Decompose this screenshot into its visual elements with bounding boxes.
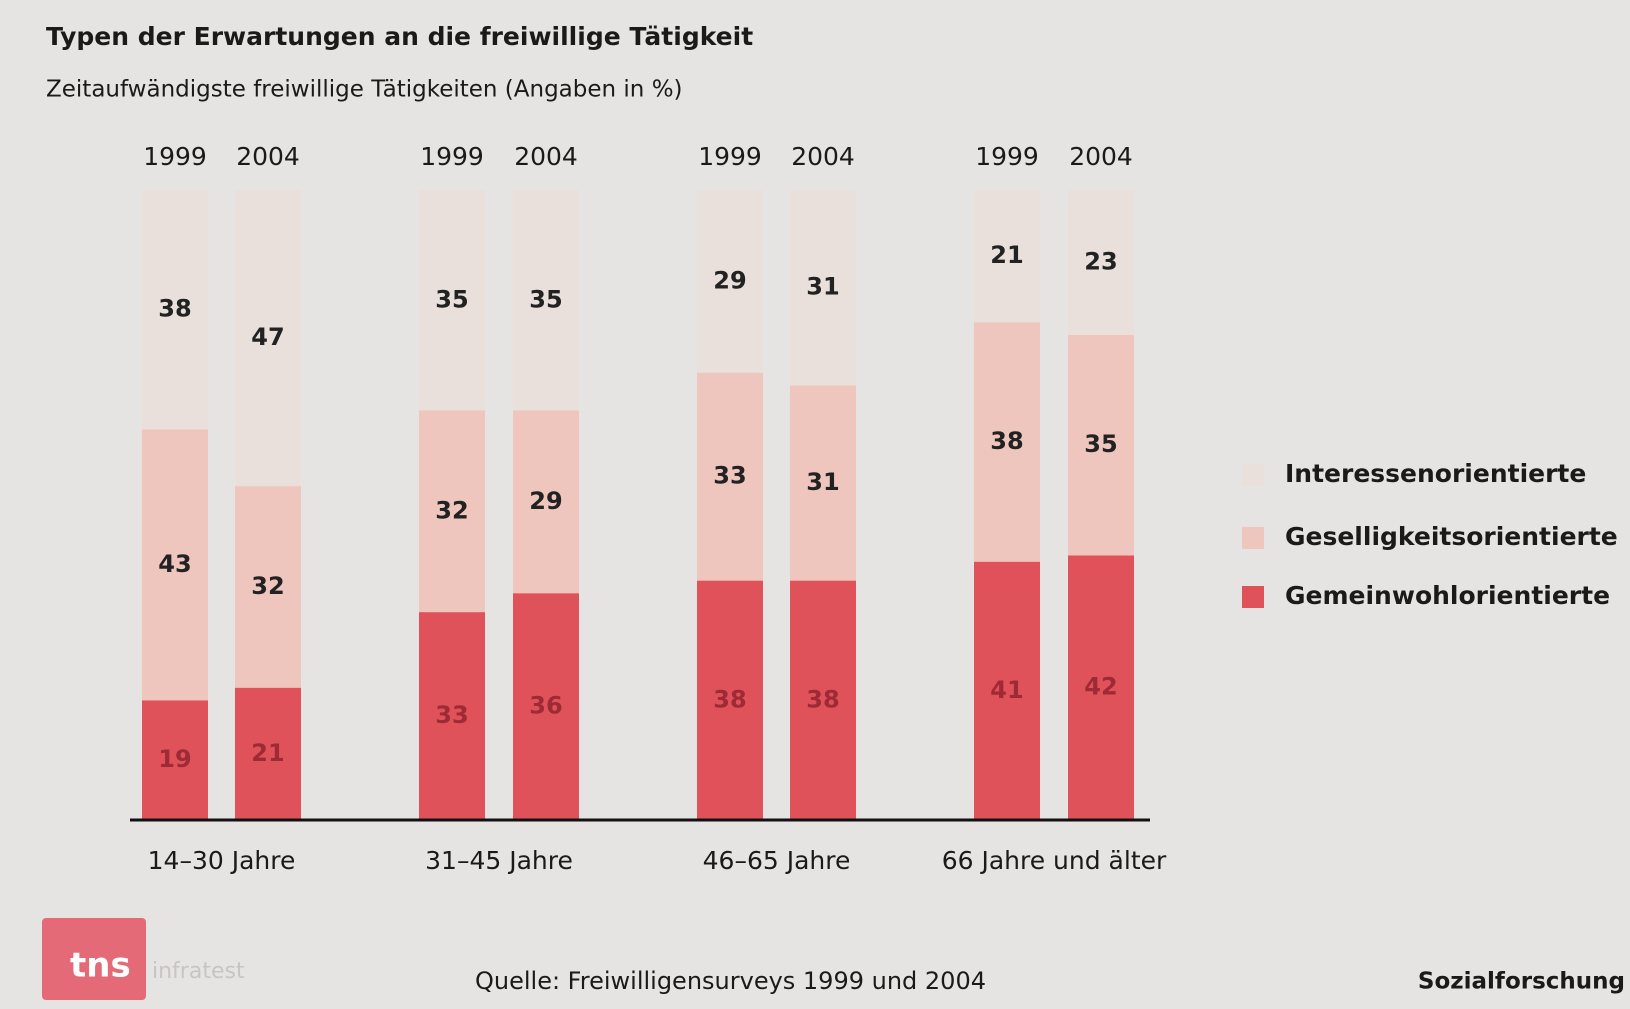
bar-segment <box>697 372 763 581</box>
data-label: 38 <box>713 685 746 713</box>
x-tick-label: 1999 <box>698 142 762 171</box>
bar-segment <box>142 429 208 701</box>
data-label: 35 <box>1084 430 1117 458</box>
bar-segment <box>974 190 1040 323</box>
legend-swatch <box>1242 586 1264 608</box>
data-label: 21 <box>990 241 1023 269</box>
x-tick-label: 2004 <box>236 142 300 171</box>
data-label: 19 <box>158 745 191 773</box>
source: Quelle: Freiwilligensurveys 1999 und 200… <box>475 967 986 995</box>
bar-segment <box>235 687 301 820</box>
chart-title: Typen der Erwartungen an die freiwillige… <box>46 22 753 51</box>
data-label: 35 <box>435 285 468 313</box>
data-label: 31 <box>806 468 839 496</box>
data-label: 42 <box>1084 673 1117 701</box>
data-label: 32 <box>435 496 468 524</box>
legend-label: Interessenorientierte <box>1285 459 1586 488</box>
bar-segment <box>419 410 485 613</box>
bar-segment <box>419 612 485 820</box>
logo-box <box>42 918 146 1000</box>
group-label: 46–65 Jahre <box>703 846 851 875</box>
bar-segment <box>697 190 763 373</box>
x-tick-label: 2004 <box>514 142 578 171</box>
legend-label: Gemeinwohlorientierte <box>1285 581 1610 610</box>
data-label: 23 <box>1084 247 1117 275</box>
data-label: 35 <box>529 285 562 313</box>
group-label: 14–30 Jahre <box>148 846 296 875</box>
bar-segment <box>974 561 1040 820</box>
bar-segment <box>974 322 1040 562</box>
x-tick-label: 2004 <box>791 142 855 171</box>
footer-right: Sozialforschung <box>1418 969 1625 995</box>
data-label: 41 <box>990 676 1023 704</box>
data-label: 47 <box>251 323 284 351</box>
logo-subtext: infratest <box>152 959 245 984</box>
data-label: 31 <box>806 273 839 301</box>
bar-segment <box>1068 190 1134 335</box>
data-label: 32 <box>251 572 284 600</box>
group-label: 66 Jahre und älter <box>942 846 1167 875</box>
legend-swatch <box>1242 527 1264 549</box>
data-label: 38 <box>990 427 1023 455</box>
bar-segment <box>513 410 579 594</box>
bar-segment <box>697 580 763 820</box>
bar-segment <box>142 190 208 430</box>
data-label: 36 <box>529 692 562 720</box>
data-label: 43 <box>158 550 191 578</box>
data-label: 38 <box>806 685 839 713</box>
logo-text: tns <box>70 946 131 986</box>
bar-segment <box>1068 555 1134 820</box>
bar-segment <box>513 593 579 820</box>
chart-subtitle: Zeitaufwändigste freiwillige Tätigkeiten… <box>46 77 683 103</box>
bar-segment <box>1068 334 1134 556</box>
legend-label: Geselligkeitsorientierte <box>1285 522 1618 551</box>
bar-segment <box>235 190 301 487</box>
data-label: 29 <box>529 487 562 515</box>
bar-segment <box>513 190 579 411</box>
x-tick-label: 2004 <box>1069 142 1133 171</box>
bar-segment <box>790 190 856 386</box>
x-tick-label: 1999 <box>420 142 484 171</box>
data-label: 29 <box>713 266 746 294</box>
bar-segment <box>790 580 856 820</box>
bar-segment <box>790 385 856 581</box>
data-label: 38 <box>158 295 191 323</box>
data-label: 33 <box>435 701 468 729</box>
data-label: 21 <box>251 739 284 767</box>
x-tick-label: 1999 <box>975 142 1039 171</box>
legend-swatch <box>1242 464 1264 486</box>
bar-segment <box>142 700 208 820</box>
group-label: 31–45 Jahre <box>425 846 573 875</box>
data-label: 33 <box>713 462 746 490</box>
x-tick-label: 1999 <box>143 142 207 171</box>
bar-segment <box>235 486 301 688</box>
bar-segment <box>419 190 485 411</box>
